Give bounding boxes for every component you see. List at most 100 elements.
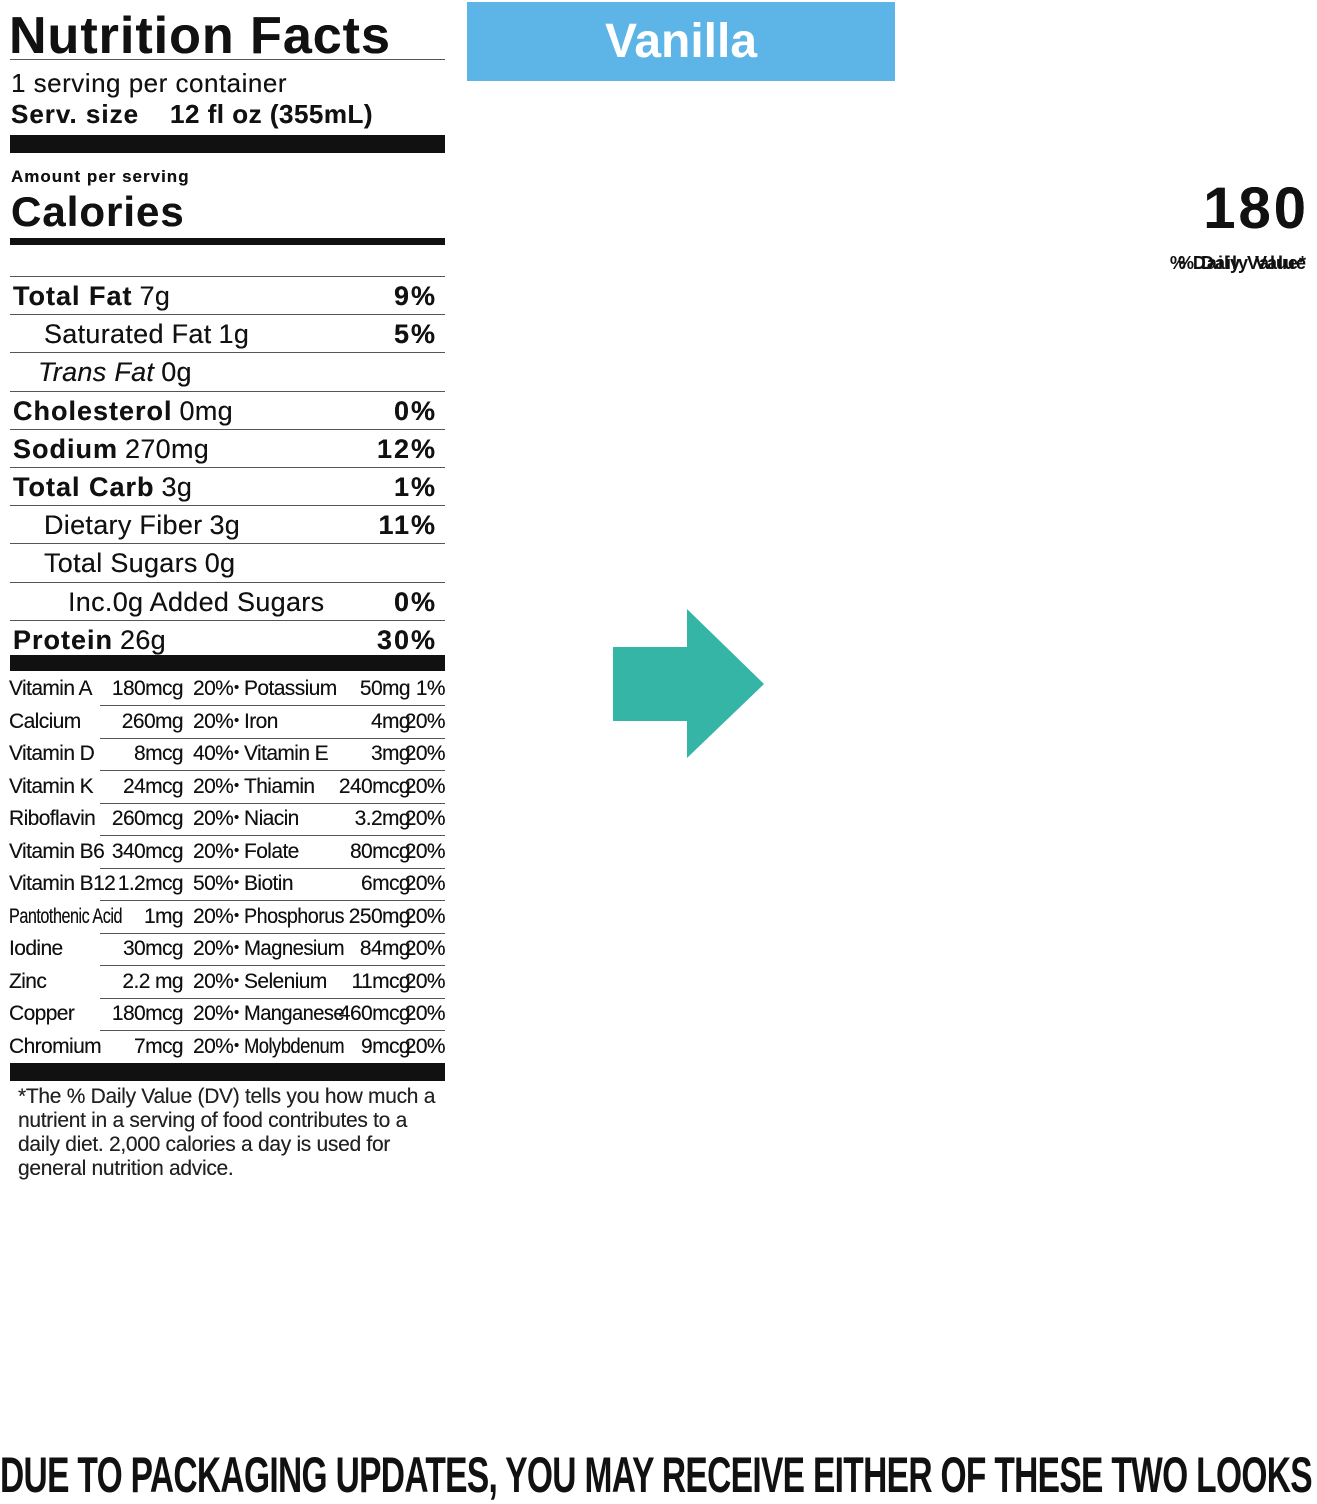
nutrient-amount: 26g: [120, 624, 166, 655]
vitamin-amount: 3.2mg: [354, 807, 411, 830]
rule: [10, 467, 445, 468]
bullet: •: [234, 1036, 239, 1054]
vitamin-name: Chromium: [9, 1034, 102, 1058]
vitamin-dv: 20%: [193, 774, 234, 798]
nutrient-amount: 7g: [139, 281, 171, 311]
vitamin-dv: 20%: [404, 872, 446, 895]
vitamin-name: Molybdenum: [244, 1034, 345, 1058]
serving-size-label: Serv. size: [11, 99, 140, 129]
bullet: •: [234, 841, 239, 859]
vitamin-name: Copper: [9, 1002, 75, 1025]
bullet: •: [234, 971, 239, 989]
vitamin-dv: 20%: [404, 839, 446, 863]
vitamin-dv: 20%: [404, 969, 446, 993]
medium-bar: [10, 238, 445, 245]
vitamin-name: Iodine: [9, 937, 63, 960]
vitamin-amount: 6mcg: [361, 872, 411, 895]
vitamin-row: Zinc 2.2 mg 20% • Selenium 11mcg 20%: [0, 966, 453, 998]
bullet: •: [234, 776, 239, 794]
nutrient-amount: 0g: [204, 548, 236, 579]
vitamin-name: Vitamin E: [244, 742, 329, 765]
vitamin-name: Potassium: [244, 677, 337, 700]
vitamin-dv: 20%: [193, 969, 234, 993]
nutrient-row: Saturated Fat 1g 5%: [10, 315, 445, 353]
vitamin-name: Pantothenic Acid: [9, 904, 122, 928]
vitamin-amount: 24mcg: [122, 774, 184, 798]
nutrient-amount: 0mg: [179, 395, 233, 426]
nutrient-row: Total Carb 3g 1%: [10, 468, 445, 506]
vitamin-row: Vitamin K 24mcg 20% • Thiamin 240mcg 20%: [0, 771, 453, 803]
nutrient-dv: 5%: [393, 319, 437, 350]
rule: [100, 737, 445, 739]
vitamin-amount: 9mcg: [361, 1034, 411, 1058]
nutrient-row: Total Fat 7g 9%: [10, 277, 445, 315]
servings: 1 serving per container: [11, 68, 287, 98]
vitamin-amount: 1.2mcg: [117, 872, 184, 895]
vitamin-amount: 4mg: [370, 709, 411, 733]
vitamin-name: Niacin: [244, 807, 299, 830]
nutrient-row: Trans Fat 0g: [10, 353, 445, 391]
vitamin-name: Calcium: [9, 709, 81, 733]
nutrient-name: Cholesterol: [13, 395, 173, 426]
bullet: •: [234, 744, 239, 761]
nutrient-amount: 3g: [209, 510, 241, 541]
nutrient-dv: 0%: [393, 395, 437, 426]
rule: [100, 835, 445, 836]
nutrient-name: Trans Fat: [38, 357, 155, 388]
bullet: •: [234, 1004, 239, 1021]
vitamin-dv: 20%: [404, 937, 446, 960]
vitamin-dv: 20%: [193, 937, 234, 960]
vitamin-dv: 20%: [193, 774, 234, 798]
nutrient-amount: 3g: [209, 510, 241, 541]
vitamin-name: Molybdenum: [244, 1034, 345, 1058]
bullet: •: [234, 711, 239, 729]
vitamin-row: Riboflavin 260mcg 20% • Niacin 3.2mg 20%: [0, 803, 453, 835]
rule: [10, 276, 445, 277]
servings: 1 serving per container: [11, 68, 287, 98]
vitamin-dv: 20%: [404, 742, 446, 765]
vitamin-amount: 8mcg: [134, 742, 184, 765]
footnote: *The % Daily Value (DV) tells you how mu…: [18, 1085, 436, 1180]
vitamin-dv: 20%: [404, 839, 446, 863]
nutrient-name: Total Carb: [13, 472, 155, 502]
vitamin-amount: 460mcg: [338, 1002, 411, 1025]
vitamin-name: Phosphorus: [244, 904, 345, 928]
vitamin-amount: 260mcg: [111, 807, 184, 830]
vitamin-name: Magnesium: [244, 937, 345, 960]
nutrient-row: Total Carb 3g 1%: [10, 468, 445, 506]
nutrient-row: Cholesterol 0mg 0%: [10, 392, 445, 430]
vitamin-name: Iron: [244, 709, 278, 733]
bullet: •: [234, 906, 239, 924]
calories-label: Calories: [11, 188, 185, 235]
vitamin-row: Iodine 30mcg 20% • Magnesium 84mg 20%: [0, 933, 453, 965]
vitamin-dv: 20%: [193, 937, 234, 960]
bullet: •: [234, 939, 239, 956]
footnote: *The % Daily Value (DV) tells you how mu…: [18, 1085, 436, 1180]
vitamin-name: Riboflavin: [9, 807, 96, 830]
vitamin-name: Selenium: [244, 969, 327, 993]
nutrient-row: Protein 26g 30%: [10, 621, 445, 659]
nutrient-dv: 0%: [393, 586, 437, 617]
vitamin-dv: 20%: [404, 774, 446, 798]
bullet: •: [234, 971, 239, 989]
vitamin-dv: 20%: [404, 1034, 446, 1058]
vitamin-dv: 20%: [404, 709, 446, 733]
vitamin-name: Vitamin A: [9, 677, 93, 700]
vitamin-amount: 260mg: [121, 709, 184, 733]
vitamin-name: Vitamin B12: [9, 872, 116, 895]
vitamin-row: Vitamin A 180mcg 20% • Potassium 50mg 1%: [0, 673, 453, 705]
vitamin-name: Vitamin B6: [9, 839, 105, 863]
bullet: •: [234, 874, 239, 891]
bullet: •: [234, 679, 239, 696]
thick-bar: [10, 135, 445, 153]
vitamin-name: Biotin: [244, 872, 294, 895]
bullet: •: [234, 1004, 239, 1021]
vitamin-dv: 20%: [193, 677, 234, 700]
vitamin-row: Copper 180mcg 20% • Manganese 460mcg 20%: [0, 998, 453, 1030]
vitamin-dv: 20%: [193, 807, 234, 830]
vitamin-name: Riboflavin: [9, 807, 96, 830]
rule: [100, 867, 445, 869]
rule: [100, 802, 445, 804]
nutrient-dv: 12%: [376, 433, 437, 464]
vitamin-amount: 260mg: [121, 709, 184, 733]
